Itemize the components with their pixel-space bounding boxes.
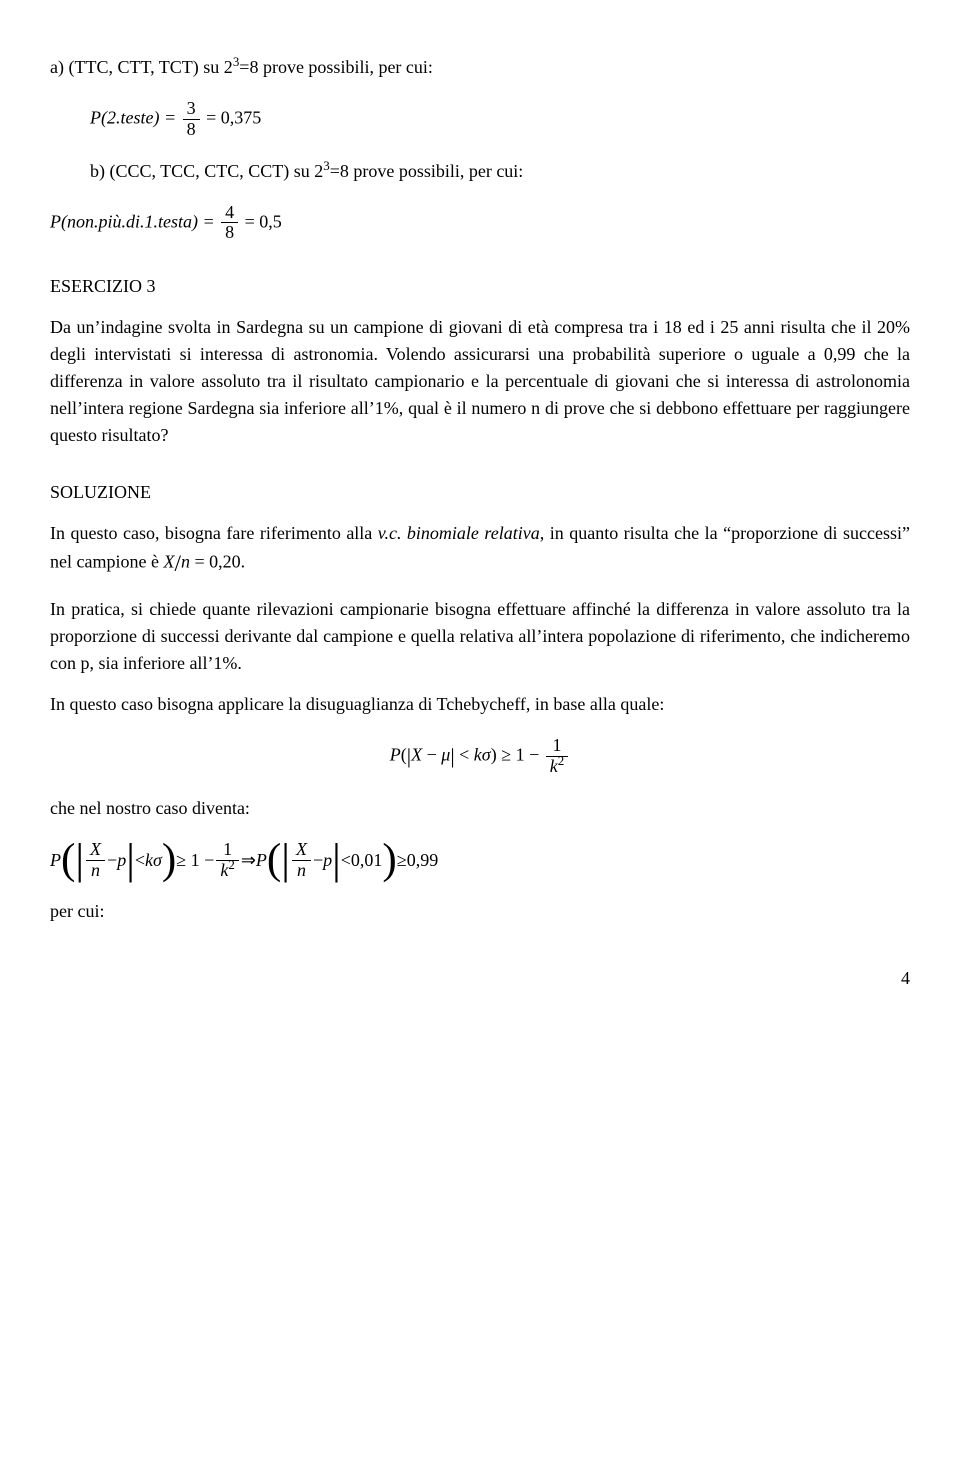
ff-k1-exp: 2 bbox=[228, 857, 234, 872]
sol-p1-x: X bbox=[163, 552, 174, 572]
ff-frac-xn1: X n bbox=[86, 840, 105, 881]
tcheb-lt: < bbox=[455, 745, 474, 765]
formula-b-eq: = 0,5 bbox=[245, 211, 282, 231]
formula-b-den: 8 bbox=[221, 223, 238, 243]
big-paren-r1: ) bbox=[162, 845, 176, 875]
formula-a-eq: = 0,375 bbox=[206, 107, 261, 127]
ff-xn1-den: n bbox=[86, 861, 105, 881]
sol-p1-b: v.c. binomiale relativa bbox=[378, 523, 540, 543]
formula-b-num: 4 bbox=[221, 203, 238, 224]
big-paren-l1: ( bbox=[61, 845, 75, 875]
ff-frac-k1: 1 k2 bbox=[216, 840, 238, 881]
formula-b-frac: 4 8 bbox=[221, 203, 238, 244]
formula-b-left: P(non.più.di.1.testa) = bbox=[50, 211, 219, 231]
exercise-3-para1: Da un’indagine svolta in Sardegna su un … bbox=[50, 314, 910, 449]
big-abs-l1: | bbox=[75, 845, 84, 875]
ff-p2: P bbox=[256, 847, 267, 874]
soluzione-title: SOLUZIONE bbox=[50, 479, 910, 506]
ex3-para1-text: Da un’indagine svolta in Sardegna su un … bbox=[50, 317, 910, 445]
ff-k1-den: k2 bbox=[216, 861, 238, 881]
per-cui: per cui: bbox=[50, 898, 910, 925]
formula-b: P(non.più.di.1.testa) = 4 8 = 0,5 bbox=[50, 203, 910, 244]
big-abs-l2: | bbox=[281, 845, 290, 875]
big-abs-r2: | bbox=[332, 845, 341, 875]
tcheb-frac-den: k2 bbox=[546, 757, 568, 777]
ff-099: 0,99 bbox=[407, 847, 439, 874]
sol-para1: In questo caso, bisogna fare riferimento… bbox=[50, 520, 910, 582]
sol-p1-a: In questo caso, bisogna fare riferimento… bbox=[50, 523, 378, 543]
sol-para3: In questo caso bisogna applicare la disu… bbox=[50, 691, 910, 718]
ff-minus1: − bbox=[107, 847, 117, 874]
sol-para4: che nel nostro caso diventa: bbox=[50, 795, 910, 822]
tcheb-den-exp: 2 bbox=[558, 753, 564, 768]
sol-para2: In pratica, si chiede quante rilevazioni… bbox=[50, 596, 910, 677]
big-paren-l2: ( bbox=[267, 845, 281, 875]
ff-lt2: < bbox=[341, 847, 351, 874]
sol-p1-n: n bbox=[181, 552, 190, 572]
ff-p1: P bbox=[50, 847, 61, 874]
formula-a-den: 8 bbox=[183, 120, 200, 140]
exercise-3-title: ESERCIZIO 3 bbox=[50, 273, 910, 300]
ff-psmall2: p bbox=[323, 847, 332, 874]
tcheb-k: k bbox=[474, 745, 482, 765]
impl-arrow: ⇒ bbox=[241, 847, 256, 874]
ff-psmall1: p bbox=[117, 847, 126, 874]
ff-xn2-den: n bbox=[292, 861, 311, 881]
line-a-rest: =8 prove possibili, per cui: bbox=[239, 57, 433, 77]
tcheb-mu: μ bbox=[441, 745, 450, 765]
line-a-intro: a) (TTC, CTT, TCT) su 2 bbox=[50, 57, 233, 77]
line-a: a) (TTC, CTT, TCT) su 23=8 prove possibi… bbox=[50, 54, 910, 81]
formula-a-left: P(2.teste) = bbox=[90, 107, 181, 127]
tcheb-x: X bbox=[411, 745, 422, 765]
formula-a-frac: 3 8 bbox=[183, 99, 200, 140]
line-b-intro: b) (CCC, TCC, CTC, CCT) su 2 bbox=[90, 161, 323, 181]
big-abs-r1: | bbox=[126, 845, 135, 875]
line-b: b) (CCC, TCC, CTC, CCT) su 23=8 prove po… bbox=[90, 158, 910, 185]
sol-p1-val: = 0,20 bbox=[190, 552, 241, 572]
ff-k1: k bbox=[145, 847, 153, 874]
ff-frac-xn2: X n bbox=[292, 840, 311, 881]
formula-a: P(2.teste) = 3 8 = 0,375 bbox=[90, 99, 910, 140]
ff-ge2: ≥ bbox=[397, 847, 407, 874]
tcheb-p: P bbox=[390, 745, 401, 765]
tcheb-minus: − bbox=[422, 745, 441, 765]
tcheb-frac: 1 k2 bbox=[546, 736, 568, 777]
line-b-rest: =8 prove possibili, per cui: bbox=[330, 161, 524, 181]
tchebycheff-formula: P(|X − μ| < kσ) ≥ 1 − 1 k2 bbox=[50, 736, 910, 777]
tcheb-den-k: k bbox=[550, 756, 558, 776]
ff-001: 0,01 bbox=[351, 847, 383, 874]
tcheb-ge: ≥ 1 − bbox=[497, 745, 544, 765]
ff-xn1-num: X bbox=[86, 840, 105, 861]
ff-minus2: − bbox=[313, 847, 323, 874]
page-number: 4 bbox=[50, 965, 910, 992]
big-paren-r2: ) bbox=[382, 845, 396, 875]
ff-lt1: < bbox=[135, 847, 145, 874]
ff-ge1: ≥ 1 − bbox=[176, 847, 214, 874]
ff-xn2-num: X bbox=[292, 840, 311, 861]
formula-a-num: 3 bbox=[183, 99, 200, 120]
tcheb-sigma: σ bbox=[482, 745, 491, 765]
sol-p1-end: . bbox=[241, 552, 246, 572]
ff-sigma1: σ bbox=[153, 847, 162, 874]
final-formula: P ( | X n − p | < kσ ) ≥ 1 − 1 k2 ⇒ P ( … bbox=[50, 840, 910, 881]
